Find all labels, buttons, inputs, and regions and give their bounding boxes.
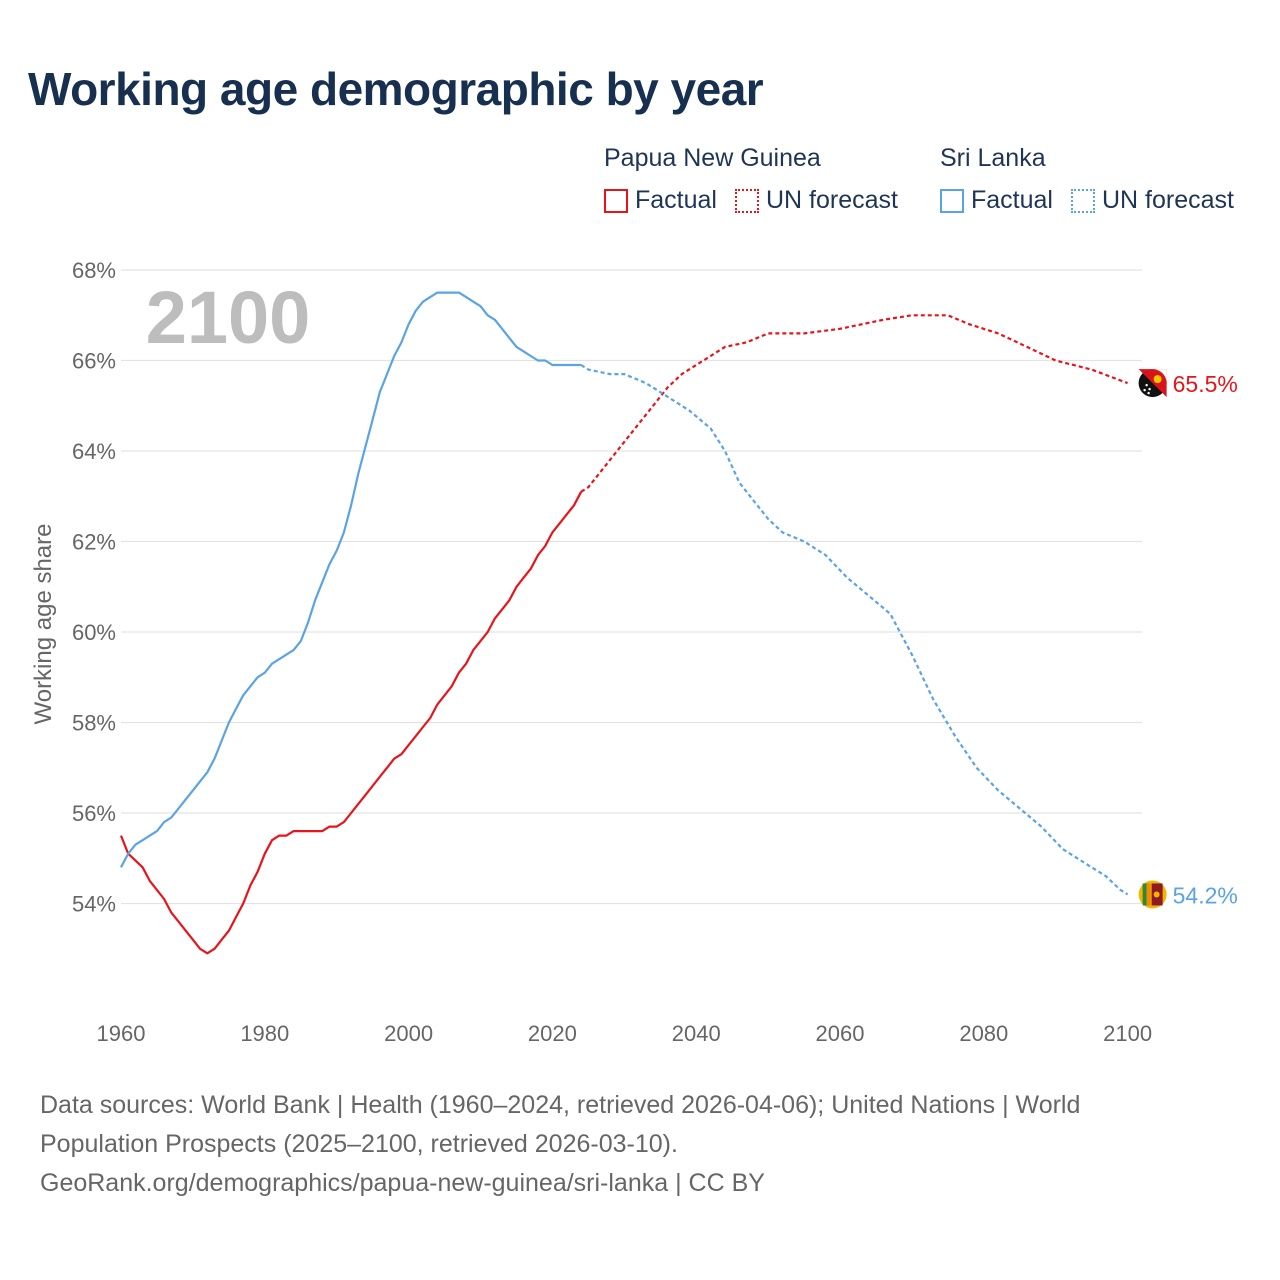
x-tick-label: 2000 bbox=[384, 1021, 433, 1046]
y-tick-label: 68% bbox=[72, 258, 116, 283]
legend-label: UN forecast bbox=[765, 186, 898, 214]
series-line-forecast bbox=[580, 364, 1129, 896]
legend-group-papua-new-guinea: Papua New Guinea Factual UN forecast bbox=[604, 144, 916, 215]
legend-swatch-solid bbox=[940, 188, 964, 213]
series-line-factual bbox=[119, 491, 583, 955]
legend-swatch-solid bbox=[604, 188, 628, 213]
legend-group-name: Papua New Guinea bbox=[604, 144, 821, 172]
year-watermark: 2100 bbox=[146, 276, 311, 359]
footer: Data sources: World Bank | Health (1960–… bbox=[40, 1086, 1240, 1203]
legend-item-lk-forecast[interactable]: UN forecast bbox=[1070, 186, 1234, 215]
legend-item-png-factual[interactable]: Factual bbox=[604, 186, 717, 215]
y-tick-label: 62% bbox=[72, 530, 116, 555]
footer-attribution-link[interactable]: GeoRank.org/demographics/papua-new-guine… bbox=[40, 1169, 765, 1197]
legend-swatch-dotted bbox=[1070, 188, 1095, 213]
series-line-forecast bbox=[580, 314, 1128, 493]
flag-icon-sri-lanka bbox=[1138, 880, 1167, 909]
flag-icon-papua-new-guinea bbox=[1138, 369, 1167, 398]
end-value-label: 54.2% bbox=[1173, 882, 1238, 908]
y-tick-label: 64% bbox=[72, 439, 116, 464]
series-line-factual bbox=[120, 291, 582, 868]
x-tick-label: 2080 bbox=[959, 1021, 1008, 1046]
y-axis-label: Working age share bbox=[30, 524, 57, 725]
x-tick-label: 1980 bbox=[240, 1021, 289, 1046]
y-tick-label: 56% bbox=[72, 801, 116, 826]
legend-label: UN forecast bbox=[1101, 186, 1234, 214]
y-tick-label: 60% bbox=[72, 620, 116, 645]
legend-item-lk-factual[interactable]: Factual bbox=[940, 186, 1053, 215]
x-tick-label: 2020 bbox=[528, 1021, 577, 1046]
x-tick-label: 2060 bbox=[816, 1021, 865, 1046]
chart-title: Working age demographic by year bbox=[28, 63, 764, 115]
footer-source-line-2: Population Prospects (2025–2100, retriev… bbox=[40, 1130, 678, 1158]
legend-group-name: Sri Lanka bbox=[940, 144, 1046, 172]
y-tick-label: 58% bbox=[72, 711, 116, 736]
legend-swatch-dotted bbox=[734, 188, 759, 213]
x-tick-label: 1960 bbox=[97, 1021, 146, 1046]
footer-source-line-1: Data sources: World Bank | Health (1960–… bbox=[40, 1091, 1081, 1119]
y-tick-label: 66% bbox=[72, 349, 116, 374]
legend-item-png-forecast[interactable]: UN forecast bbox=[734, 186, 898, 215]
end-value-label: 65.5% bbox=[1173, 371, 1238, 397]
legend-label: Factual bbox=[635, 186, 717, 214]
y-tick-label: 54% bbox=[72, 892, 116, 917]
legend-label: Factual bbox=[971, 186, 1053, 214]
x-tick-label: 2100 bbox=[1103, 1021, 1152, 1046]
legend-group-sri-lanka: Sri Lanka Factual UN forecast bbox=[940, 144, 1234, 215]
x-tick-label: 2040 bbox=[672, 1021, 721, 1046]
